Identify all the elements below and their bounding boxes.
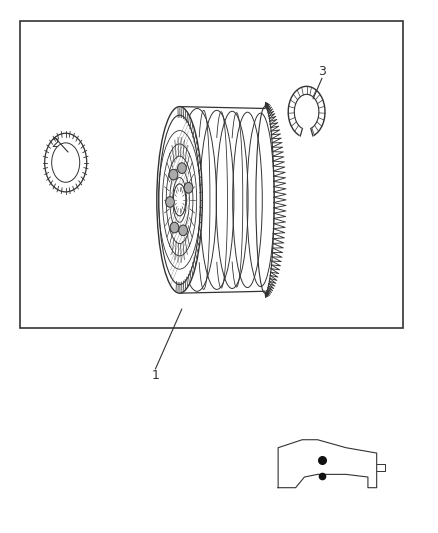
Ellipse shape <box>173 184 186 216</box>
Text: 3: 3 <box>318 66 326 78</box>
Circle shape <box>170 222 179 233</box>
Bar <box>20 21 403 328</box>
Text: 1: 1 <box>152 369 159 382</box>
Ellipse shape <box>157 107 202 293</box>
Circle shape <box>177 163 186 173</box>
Ellipse shape <box>256 107 274 293</box>
Ellipse shape <box>45 133 87 192</box>
Circle shape <box>179 225 187 236</box>
Circle shape <box>169 169 178 180</box>
Circle shape <box>184 182 193 193</box>
Text: 2: 2 <box>51 138 59 150</box>
Circle shape <box>166 197 174 207</box>
Ellipse shape <box>52 143 80 182</box>
